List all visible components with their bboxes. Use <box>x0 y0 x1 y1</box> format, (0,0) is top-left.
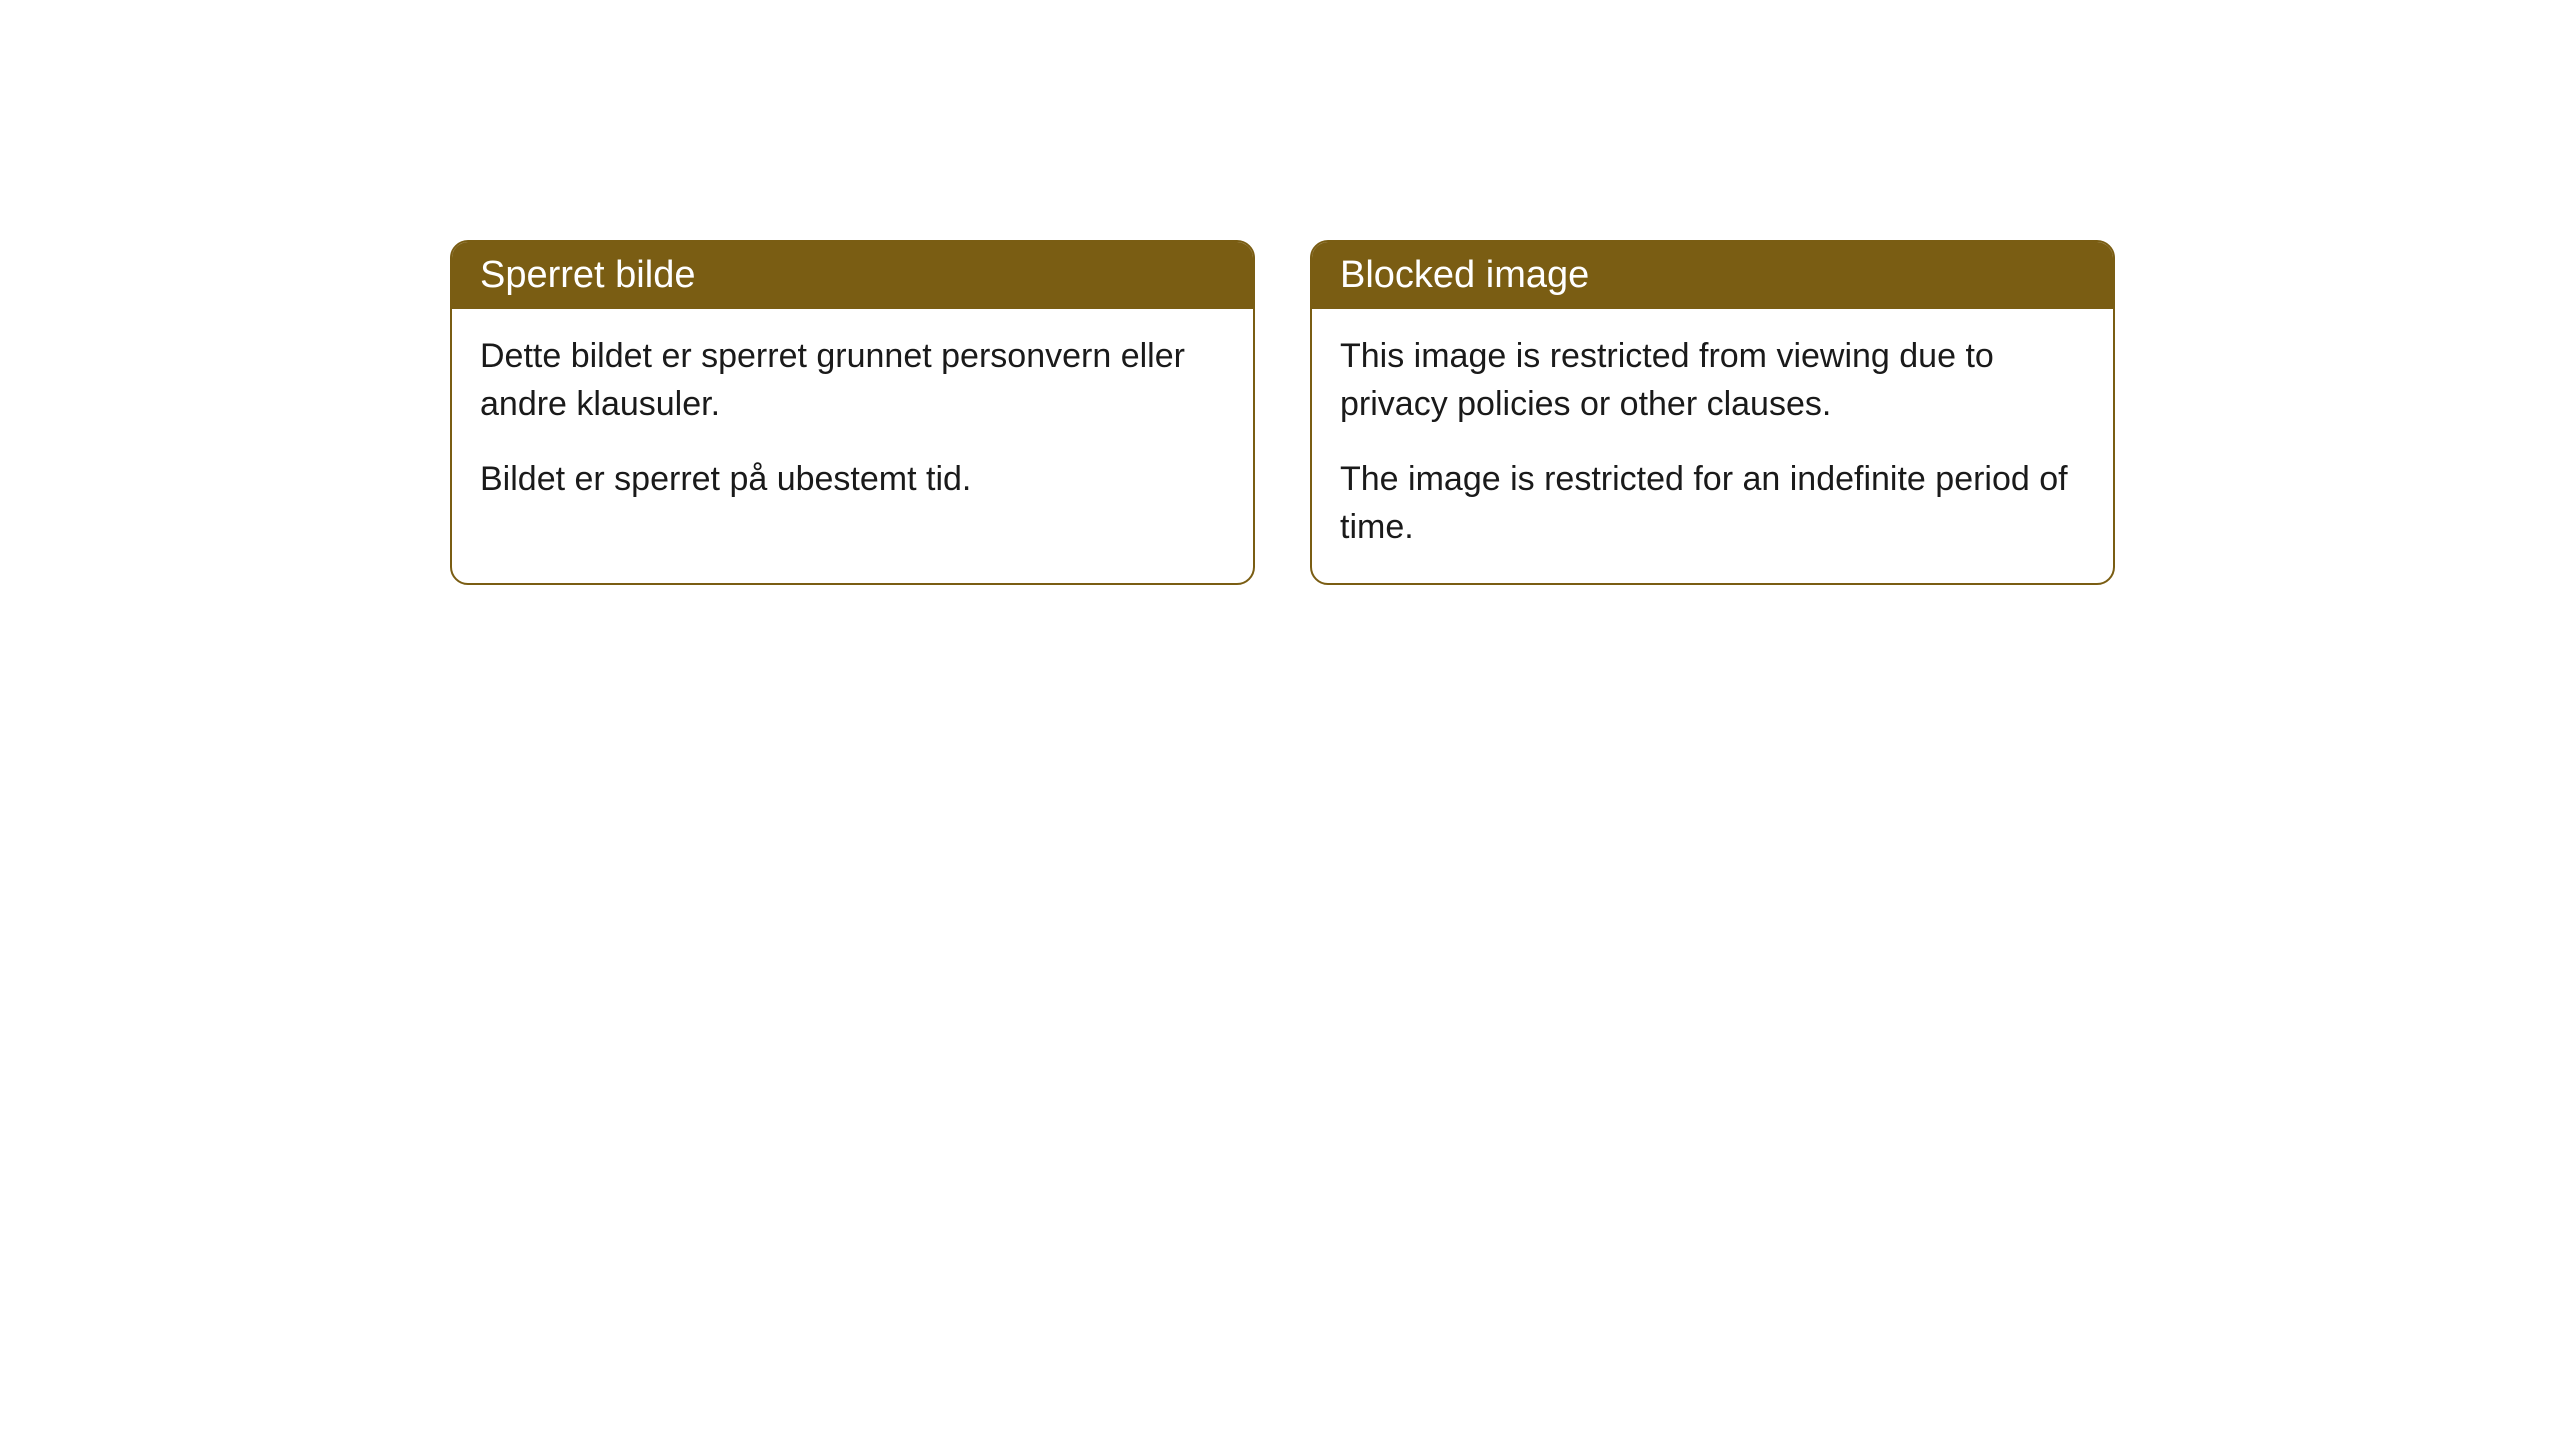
card-header: Sperret bilde <box>452 242 1253 309</box>
card-paragraph: Bildet er sperret på ubestemt tid. <box>480 456 1225 504</box>
card-body: Dette bildet er sperret grunnet personve… <box>452 309 1253 536</box>
notice-card-english: Blocked image This image is restricted f… <box>1310 240 2115 585</box>
notice-cards-container: Sperret bilde Dette bildet er sperret gr… <box>450 240 2115 585</box>
card-paragraph: Dette bildet er sperret grunnet personve… <box>480 333 1225 428</box>
notice-card-norwegian: Sperret bilde Dette bildet er sperret gr… <box>450 240 1255 585</box>
card-title: Sperret bilde <box>480 254 695 296</box>
card-body: This image is restricted from viewing du… <box>1312 309 2113 583</box>
card-paragraph: The image is restricted for an indefinit… <box>1340 456 2085 551</box>
card-paragraph: This image is restricted from viewing du… <box>1340 333 2085 428</box>
card-header: Blocked image <box>1312 242 2113 309</box>
card-title: Blocked image <box>1340 254 1589 296</box>
